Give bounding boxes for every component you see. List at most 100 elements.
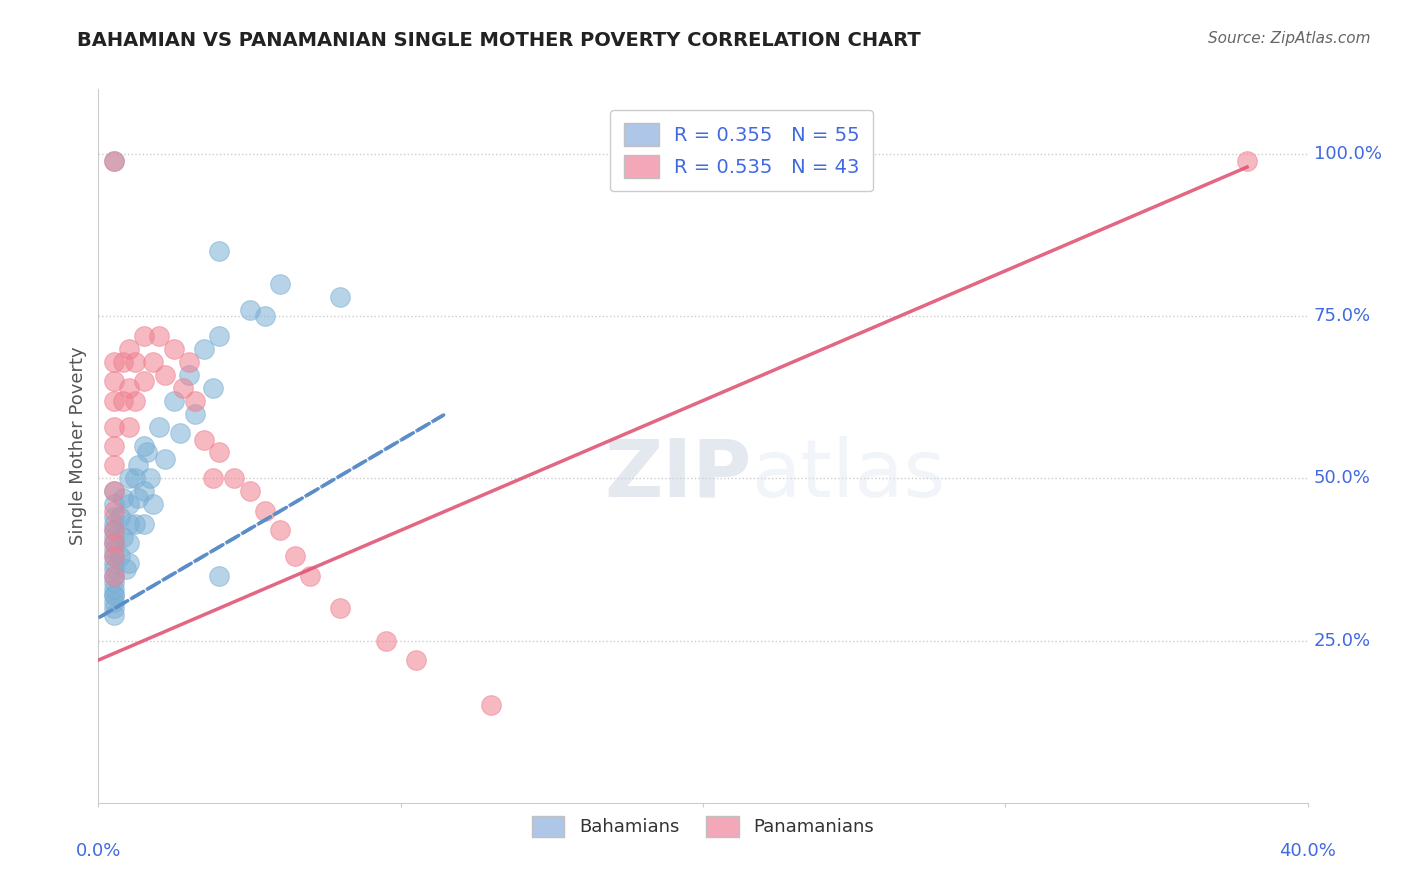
Point [111,530,134,544]
Point [124,354,146,368]
Point [139,471,162,485]
Text: BAHAMIAN VS PANAMANIAN SINGLE MOTHER POVERTY CORRELATION CHART: BAHAMIAN VS PANAMANIAN SINGLE MOTHER POV… [77,31,921,50]
Point [1236,153,1258,168]
Point [103,549,125,564]
Text: 50.0%: 50.0% [1313,469,1371,487]
Point [374,633,396,648]
Point [103,374,125,388]
Text: 25.0%: 25.0% [1313,632,1371,649]
Point [103,510,125,524]
Text: ZIP: ZIP [605,435,751,514]
Point [224,471,246,485]
Point [114,562,136,576]
Point [103,153,125,168]
Point [132,484,155,499]
Point [127,491,149,505]
Point [193,342,215,356]
Point [172,381,194,395]
Point [142,497,165,511]
Point [103,484,125,499]
Point [135,445,157,459]
Point [127,458,149,473]
Point [103,568,125,582]
Point [103,419,125,434]
Text: 100.0%: 100.0% [1313,145,1382,163]
Text: 75.0%: 75.0% [1313,307,1371,326]
Point [132,439,155,453]
Point [103,504,125,518]
Point [202,471,225,485]
Text: 0.0%: 0.0% [76,842,121,860]
Point [118,516,141,531]
Point [179,368,201,382]
Point [103,458,125,473]
Text: Source: ZipAtlas.com: Source: ZipAtlas.com [1208,31,1371,46]
Point [299,568,322,582]
Point [208,328,231,343]
Point [108,549,131,564]
Point [269,277,291,291]
Point [124,393,146,408]
Point [179,354,201,368]
Point [193,433,215,447]
Point [153,368,176,382]
Point [103,536,125,550]
Point [284,549,307,564]
Point [202,381,225,395]
Point [103,439,125,453]
Point [153,452,176,467]
Point [103,542,125,557]
Point [103,497,125,511]
Point [103,582,125,596]
Point [148,328,170,343]
Point [118,471,141,485]
Point [103,595,125,609]
Y-axis label: Single Mother Poverty: Single Mother Poverty [69,347,87,545]
Point [208,445,231,459]
Point [169,425,191,440]
Point [103,153,125,168]
Point [103,562,125,576]
Point [103,607,125,622]
Point [481,698,503,713]
Point [103,556,125,570]
Point [103,568,125,582]
Point [329,601,352,615]
Point [124,516,146,531]
Point [163,342,186,356]
Point [132,516,155,531]
Point [329,290,352,304]
Point [253,504,276,518]
Text: 40.0%: 40.0% [1279,842,1336,860]
Text: atlas: atlas [751,435,946,514]
Point [239,302,262,317]
Point [108,510,131,524]
Point [111,354,134,368]
Point [103,549,125,564]
Point [103,484,125,499]
Point [208,244,231,259]
Point [118,419,141,434]
Point [253,310,276,324]
Point [103,354,125,368]
Point [118,556,141,570]
Point [103,575,125,590]
Legend: Bahamians, Panamanians: Bahamians, Panamanians [524,808,882,844]
Point [405,653,427,667]
Point [111,491,134,505]
Point [184,393,207,408]
Point [118,536,141,550]
Point [103,601,125,615]
Point [103,524,125,538]
Point [148,419,170,434]
Point [163,393,186,408]
Point [103,530,125,544]
Point [142,354,165,368]
Point [208,568,231,582]
Point [269,524,291,538]
Point [118,497,141,511]
Point [118,381,141,395]
Point [239,484,262,499]
Point [184,407,207,421]
Point [103,393,125,408]
